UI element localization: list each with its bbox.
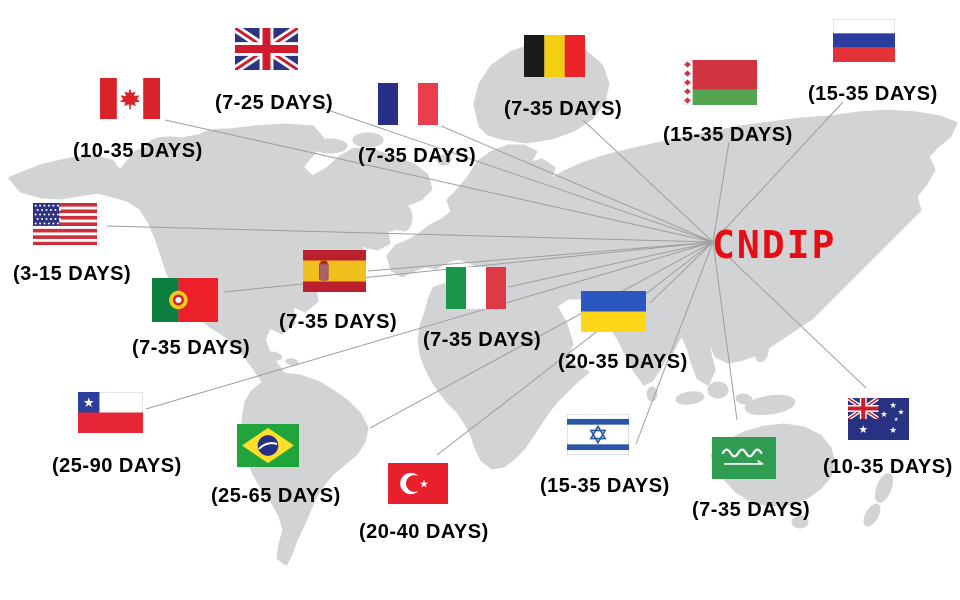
uk-flag-icon bbox=[235, 28, 298, 70]
shipping-days-label-spain: (7-35 DAYS) bbox=[279, 311, 398, 333]
arctic-island bbox=[146, 136, 194, 156]
spain-flag-icon bbox=[303, 250, 366, 292]
iceland-island bbox=[436, 154, 452, 166]
japan-island bbox=[802, 276, 822, 304]
route-line-russia bbox=[712, 101, 844, 243]
indonesia-island bbox=[675, 391, 705, 405]
shipping-days-label-brazil: (25-65 DAYS) bbox=[211, 485, 341, 507]
shipping-days-label-chile: (25-90 DAYS) bbox=[52, 455, 182, 477]
indonesia-island bbox=[707, 381, 729, 399]
svg-text:★: ★ bbox=[889, 400, 897, 410]
shipping-days-label-turkey: (20-40 DAYS) bbox=[359, 521, 489, 543]
route-line-israel bbox=[635, 241, 714, 445]
brazil-flag-icon bbox=[237, 424, 299, 467]
israel-flag-icon bbox=[567, 414, 629, 455]
chile-flag-icon: ★ bbox=[78, 392, 143, 433]
cuba-island bbox=[261, 351, 283, 361]
route-line-usa bbox=[106, 225, 714, 243]
south-america-landmass bbox=[240, 372, 369, 566]
shipping-days-label-russia: (15-35 DAYS) bbox=[808, 83, 938, 105]
route-line-brazil bbox=[369, 241, 714, 429]
britain-island bbox=[395, 204, 413, 232]
new-guinea-island bbox=[744, 394, 796, 416]
belgium-flag-icon bbox=[524, 35, 585, 77]
route-line-saudi bbox=[712, 241, 738, 421]
shipping-days-label-portugal: (7-35 DAYS) bbox=[132, 337, 251, 359]
shipping-days-label-saudi: (7-35 DAYS) bbox=[692, 499, 811, 521]
ireland-island bbox=[385, 216, 397, 232]
route-line-belgium bbox=[582, 119, 714, 243]
portugal-flag-icon bbox=[152, 278, 218, 322]
belarus-flag-icon bbox=[683, 60, 757, 105]
route-line-uk bbox=[315, 105, 714, 243]
new-zealand-island bbox=[874, 473, 894, 503]
route-line-italy bbox=[507, 241, 714, 288]
route-line-chile bbox=[145, 241, 714, 410]
australia-flag-icon: ★ ★ ★ ★ ★ ★ bbox=[848, 398, 909, 440]
shipping-days-label-canada: (10-35 DAYS) bbox=[73, 140, 203, 162]
shipping-days-label-ukraine: (20-35 DAYS) bbox=[558, 351, 688, 373]
svg-text:★: ★ bbox=[894, 417, 899, 423]
shipping-days-label-australia: (10-35 DAYS) bbox=[823, 456, 953, 478]
turkey-flag-icon: ★ bbox=[388, 463, 448, 504]
svg-text:★: ★ bbox=[83, 396, 95, 411]
tasmania-island bbox=[791, 515, 809, 529]
svg-text:★: ★ bbox=[419, 477, 429, 490]
africa-landmass bbox=[417, 278, 590, 470]
canada-flag-icon bbox=[100, 78, 160, 119]
svg-text:★: ★ bbox=[858, 423, 868, 436]
route-line-france bbox=[440, 125, 714, 243]
route-line-turkey bbox=[436, 241, 714, 456]
arctic-island bbox=[258, 125, 306, 143]
shipping-days-label-israel: (15-35 DAYS) bbox=[540, 475, 670, 497]
shipping-days-label-italy: (7-35 DAYS) bbox=[423, 329, 542, 351]
route-line-australia bbox=[712, 241, 867, 389]
philippines-island bbox=[755, 341, 769, 363]
saudi-flag-icon bbox=[712, 437, 776, 479]
shipping-days-label-france: (7-35 DAYS) bbox=[358, 145, 477, 167]
shipping-days-label-belarus: (15-35 DAYS) bbox=[663, 124, 793, 146]
ukraine-flag-icon bbox=[581, 291, 646, 332]
france-flag-icon bbox=[378, 83, 438, 125]
route-line-belarus bbox=[712, 141, 730, 243]
brand-hub-label: CNDIP bbox=[712, 223, 837, 267]
shipping-days-label-belgium: (7-35 DAYS) bbox=[504, 98, 623, 120]
route-line-canada bbox=[164, 119, 714, 243]
route-line-spain bbox=[367, 241, 714, 272]
arctic-island bbox=[197, 128, 253, 148]
caribbean-island bbox=[285, 358, 299, 366]
svg-text:★: ★ bbox=[880, 409, 888, 419]
arctic-island bbox=[352, 132, 384, 148]
shipping-days-label-uk: (7-25 DAYS) bbox=[215, 92, 334, 114]
italy-flag-icon bbox=[446, 267, 506, 309]
shipping-days-label-usa: (3-15 DAYS) bbox=[13, 263, 132, 285]
route-line-ukraine bbox=[649, 241, 714, 304]
new-zealand-island bbox=[863, 503, 881, 527]
svg-text:★: ★ bbox=[889, 426, 897, 436]
russia-flag-icon bbox=[833, 19, 895, 62]
svg-text:★: ★ bbox=[898, 408, 905, 417]
indonesia-island bbox=[735, 393, 753, 405]
arctic-island bbox=[312, 138, 348, 154]
usa-flag-icon bbox=[33, 203, 97, 245]
japan-island bbox=[791, 300, 805, 324]
